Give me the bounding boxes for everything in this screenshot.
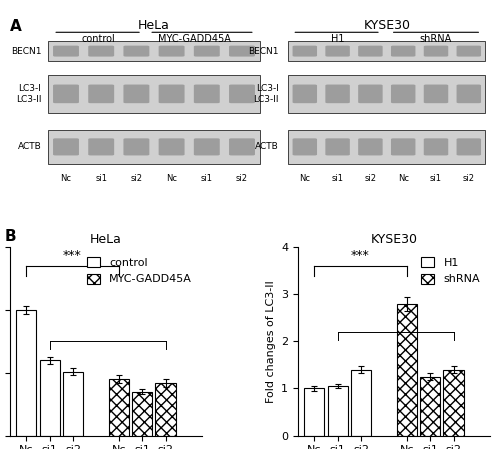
Text: BECN1: BECN1 (10, 47, 41, 56)
FancyBboxPatch shape (229, 84, 255, 103)
FancyBboxPatch shape (53, 138, 79, 155)
FancyBboxPatch shape (456, 46, 481, 57)
Bar (420, 377, 440, 436)
Text: control: control (82, 34, 116, 44)
FancyBboxPatch shape (358, 46, 382, 57)
FancyBboxPatch shape (53, 46, 79, 57)
Text: H1: H1 (331, 34, 344, 44)
FancyBboxPatch shape (88, 46, 114, 57)
Text: ACTB: ACTB (18, 142, 41, 151)
FancyBboxPatch shape (326, 84, 350, 103)
FancyBboxPatch shape (391, 46, 415, 57)
FancyBboxPatch shape (391, 138, 415, 155)
FancyBboxPatch shape (424, 84, 448, 103)
Text: si2: si2 (236, 174, 248, 183)
FancyBboxPatch shape (124, 46, 150, 57)
FancyBboxPatch shape (288, 75, 485, 113)
Text: HeLa: HeLa (138, 18, 170, 31)
FancyBboxPatch shape (158, 84, 184, 103)
FancyBboxPatch shape (326, 138, 350, 155)
Text: shRNA: shRNA (420, 34, 452, 44)
Text: Nc: Nc (300, 174, 310, 183)
Text: si1: si1 (430, 174, 442, 183)
FancyBboxPatch shape (158, 138, 184, 155)
FancyBboxPatch shape (53, 84, 79, 103)
Text: LC3-I
LC3-II: LC3-I LC3-II (16, 84, 41, 104)
FancyBboxPatch shape (424, 138, 448, 155)
Bar (304, 388, 324, 436)
FancyBboxPatch shape (124, 84, 150, 103)
Bar (40, 360, 60, 436)
Text: si1: si1 (332, 174, 344, 183)
Bar (16, 310, 36, 436)
Text: si1: si1 (95, 174, 107, 183)
FancyBboxPatch shape (292, 84, 317, 103)
FancyBboxPatch shape (194, 46, 220, 57)
Text: Nc: Nc (398, 174, 408, 183)
FancyBboxPatch shape (158, 46, 184, 57)
FancyBboxPatch shape (48, 130, 260, 164)
FancyBboxPatch shape (194, 138, 220, 155)
Bar (351, 370, 371, 436)
Text: Nc: Nc (166, 174, 177, 183)
Title: HeLa: HeLa (90, 233, 122, 246)
Text: BECN1: BECN1 (248, 47, 279, 56)
FancyBboxPatch shape (48, 41, 260, 62)
Bar (328, 386, 348, 436)
FancyBboxPatch shape (124, 138, 150, 155)
Text: Nc: Nc (60, 174, 72, 183)
FancyBboxPatch shape (88, 138, 114, 155)
Text: si2: si2 (463, 174, 475, 183)
FancyBboxPatch shape (288, 41, 485, 62)
Bar (63, 372, 83, 436)
Legend: H1, shRNA: H1, shRNA (416, 253, 484, 289)
Bar (108, 379, 129, 436)
FancyBboxPatch shape (358, 84, 382, 103)
FancyBboxPatch shape (424, 46, 448, 57)
Text: si2: si2 (364, 174, 376, 183)
FancyBboxPatch shape (229, 138, 255, 155)
Text: MYC-GADD45A: MYC-GADD45A (158, 34, 231, 44)
Text: ACTB: ACTB (255, 142, 279, 151)
FancyBboxPatch shape (292, 138, 317, 155)
FancyBboxPatch shape (48, 75, 260, 113)
Text: KYSE30: KYSE30 (364, 18, 410, 31)
FancyBboxPatch shape (358, 138, 382, 155)
Text: si1: si1 (201, 174, 213, 183)
Bar (132, 392, 152, 436)
FancyBboxPatch shape (391, 84, 415, 103)
Bar (444, 370, 464, 436)
FancyBboxPatch shape (194, 84, 220, 103)
Y-axis label: Fold changes of LC3-II: Fold changes of LC3-II (266, 280, 276, 403)
Text: ***: *** (63, 250, 82, 262)
FancyBboxPatch shape (456, 84, 481, 103)
Text: ***: *** (351, 250, 370, 262)
FancyBboxPatch shape (88, 84, 114, 103)
Legend: control, MYC-GADD45A: control, MYC-GADD45A (82, 253, 196, 289)
Text: B: B (5, 229, 16, 244)
Text: si2: si2 (130, 174, 142, 183)
Title: KYSE30: KYSE30 (370, 233, 418, 246)
FancyBboxPatch shape (229, 46, 255, 57)
FancyBboxPatch shape (292, 46, 317, 57)
Text: LC3-I
LC3-II: LC3-I LC3-II (254, 84, 279, 104)
FancyBboxPatch shape (456, 138, 481, 155)
Bar (396, 304, 417, 436)
Text: A: A (10, 18, 22, 34)
FancyBboxPatch shape (288, 130, 485, 164)
FancyBboxPatch shape (326, 46, 350, 57)
Bar (156, 383, 176, 436)
